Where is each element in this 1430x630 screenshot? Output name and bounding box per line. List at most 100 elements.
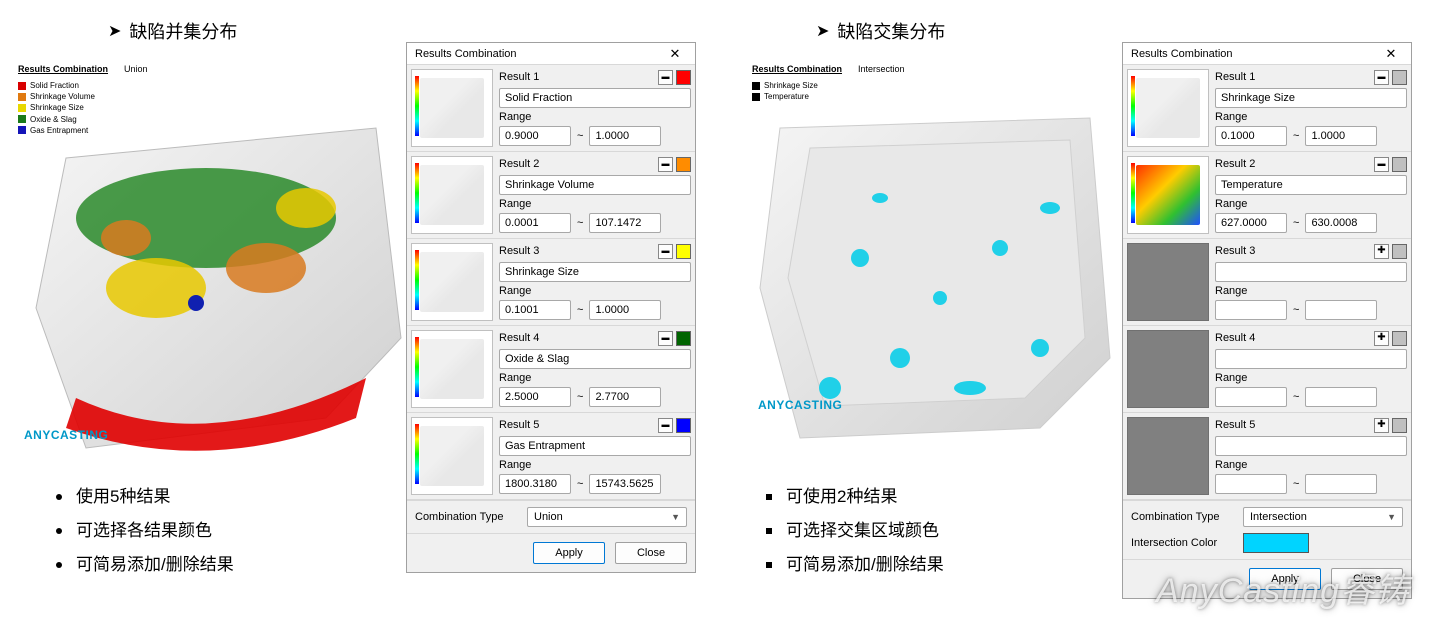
bullet-text: 可简易添加/删除结果 <box>786 548 944 582</box>
result-label: Result 1 <box>1215 71 1255 83</box>
result-name-input[interactable] <box>1215 436 1407 456</box>
plus-icon[interactable]: ✚ <box>1374 418 1389 433</box>
result-thumbnail[interactable] <box>411 69 493 147</box>
result-name-input[interactable]: Temperature <box>1215 175 1407 195</box>
result-thumbnail[interactable] <box>411 243 493 321</box>
color-swatch[interactable] <box>676 331 691 346</box>
color-swatch[interactable] <box>1392 331 1407 346</box>
result-controls: Result 1▬Solid FractionRange0.9000~1.000… <box>499 69 691 147</box>
minus-icon[interactable]: ▬ <box>658 157 673 172</box>
minus-icon[interactable]: ▬ <box>658 331 673 346</box>
result-thumbnail[interactable] <box>1127 156 1209 234</box>
range-line: 0.1000~1.0000 <box>1215 126 1407 146</box>
result-name-input[interactable]: Gas Entrapment <box>499 436 691 456</box>
color-swatch[interactable] <box>1392 70 1407 85</box>
intersection-color-picker[interactable] <box>1243 533 1309 553</box>
tilde: ~ <box>577 304 583 316</box>
close-label: Close <box>637 547 665 559</box>
arrow-icon: ➤ <box>816 21 829 41</box>
range-max-input[interactable]: 1.0000 <box>589 300 661 320</box>
result-name-input[interactable]: Shrinkage Size <box>1215 88 1407 108</box>
range-max-input[interactable]: 107.1472 <box>589 213 661 233</box>
color-swatch[interactable] <box>676 157 691 172</box>
range-max-input[interactable] <box>1305 387 1377 407</box>
range-min-input[interactable]: 1800.3180 <box>499 474 571 494</box>
brand-right: ANYCASTING <box>758 398 842 412</box>
range-min-input[interactable]: 0.1001 <box>499 300 571 320</box>
minus-icon[interactable]: ▬ <box>658 418 673 433</box>
color-swatch[interactable] <box>1392 244 1407 259</box>
minus-icon[interactable]: ▬ <box>658 70 673 85</box>
result-thumbnail[interactable] <box>1127 417 1209 495</box>
result-row: Result 1 ▬ Shrinkage Size Range 0.1000~1.000… <box>1123 65 1411 152</box>
result-thumbnail[interactable] <box>1127 330 1209 408</box>
result-thumbnail[interactable] <box>411 330 493 408</box>
range-min-input[interactable]: 627.0000 <box>1215 213 1287 233</box>
range-min-input[interactable] <box>1215 300 1287 320</box>
result-name-input[interactable] <box>1215 262 1407 282</box>
bullet-marker <box>56 562 62 568</box>
result-thumbnail[interactable] <box>1127 243 1209 321</box>
result-name-input[interactable]: Solid Fraction <box>499 88 691 108</box>
combo-select-right[interactable]: Intersection ▼ <box>1243 507 1403 527</box>
range-max-input[interactable]: 1.0000 <box>589 126 661 146</box>
color-swatch[interactable] <box>1392 418 1407 433</box>
close-icon[interactable]: ✕ <box>1377 45 1405 63</box>
plus-icon[interactable]: ✚ <box>1374 244 1389 259</box>
result-thumbnail[interactable] <box>411 417 493 495</box>
range-min-input[interactable]: 0.1000 <box>1215 126 1287 146</box>
range-max-input[interactable] <box>1305 300 1377 320</box>
bullet-item: 可使用2种结果 <box>766 480 944 514</box>
tilde: ~ <box>577 478 583 490</box>
tilde: ~ <box>577 217 583 229</box>
range-max-input[interactable]: 15743.5625 <box>589 474 661 494</box>
result-name-input[interactable]: Shrinkage Size <box>499 262 691 282</box>
minus-icon[interactable]: ▬ <box>1374 157 1389 172</box>
close-icon[interactable]: ✕ <box>661 45 689 63</box>
tilde: ~ <box>577 130 583 142</box>
result-thumbnail[interactable] <box>411 156 493 234</box>
range-max-input[interactable]: 2.7700 <box>589 387 661 407</box>
result-thumbnail[interactable] <box>1127 69 1209 147</box>
color-swatch[interactable] <box>676 70 691 85</box>
bullet-marker <box>56 494 62 500</box>
range-label: Range <box>1215 111 1407 123</box>
button-row-left: Apply Close <box>407 533 695 572</box>
combo-row-left: Combination Type Union ▼ <box>407 500 695 533</box>
range-min-input[interactable] <box>1215 474 1287 494</box>
combo-label-left: Combination Type <box>415 511 519 523</box>
minus-icon[interactable]: ▬ <box>1374 70 1389 85</box>
range-min-input[interactable]: 0.9000 <box>499 126 571 146</box>
combo-select-left[interactable]: Union ▼ <box>527 507 687 527</box>
range-max-input[interactable]: 1.0000 <box>1305 126 1377 146</box>
range-min-input[interactable] <box>1215 387 1287 407</box>
range-max-input[interactable]: 630.0008 <box>1305 213 1377 233</box>
range-min-input[interactable]: 0.0001 <box>499 213 571 233</box>
close-button[interactable]: Close <box>615 542 687 564</box>
plus-icon[interactable]: ✚ <box>1374 331 1389 346</box>
color-swatch[interactable] <box>1392 157 1407 172</box>
close-button[interactable]: Close <box>1331 568 1403 590</box>
tilde: ~ <box>1293 478 1299 490</box>
result-row: Result 4▬Oxide & SlagRange2.5000~2.7700 <box>407 326 695 413</box>
range-label: Range <box>1215 372 1407 384</box>
apply-button[interactable]: Apply <box>533 542 605 564</box>
color-swatch[interactable] <box>676 244 691 259</box>
minus-icon[interactable]: ▬ <box>658 244 673 259</box>
range-min-input[interactable]: 2.5000 <box>499 387 571 407</box>
result-name-input[interactable]: Oxide & Slag <box>499 349 691 369</box>
result-name-input[interactable] <box>1215 349 1407 369</box>
dialog-title-left: Results Combination <box>415 48 517 60</box>
button-row-right: Apply Close <box>1123 559 1411 598</box>
result-label: Result 1 <box>499 71 539 83</box>
range-max-input[interactable] <box>1305 474 1377 494</box>
range-label: Range <box>499 372 691 384</box>
apply-button[interactable]: Apply <box>1249 568 1321 590</box>
range-line: ~ <box>1215 387 1407 407</box>
tilde: ~ <box>577 391 583 403</box>
result-row: Result 2▬TemperatureRange627.0000~630.00… <box>1123 152 1411 239</box>
intercolor-label: Intersection Color <box>1131 537 1235 549</box>
color-swatch[interactable] <box>676 418 691 433</box>
close-label: Close <box>1353 573 1381 585</box>
result-name-input[interactable]: Shrinkage Volume <box>499 175 691 195</box>
